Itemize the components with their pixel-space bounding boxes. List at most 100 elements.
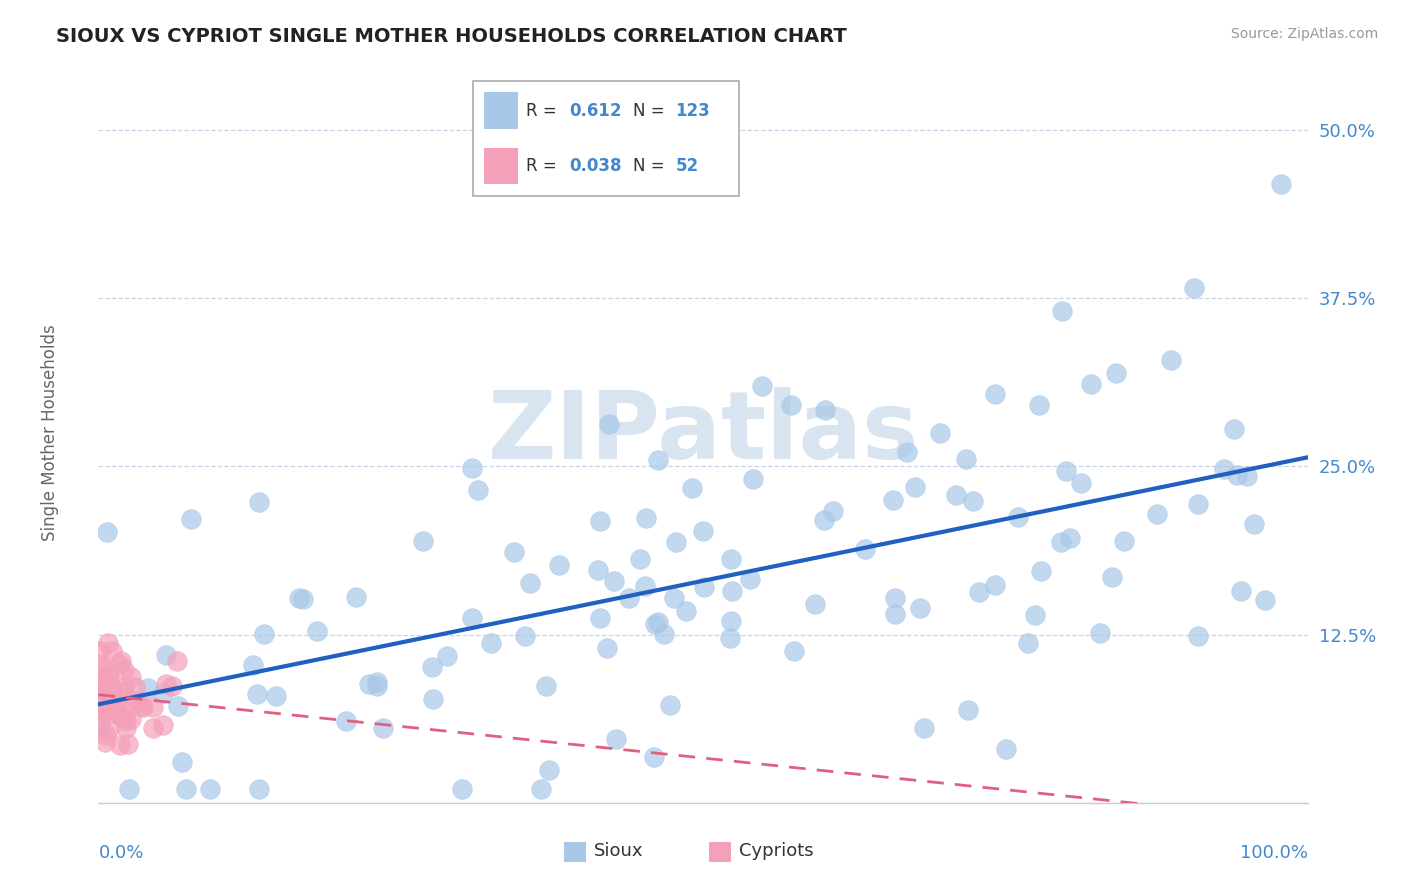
Point — [1080, 376, 1102, 391]
Point — [89, 675, 111, 690]
Point — [96, 691, 118, 706]
Point — [198, 782, 221, 797]
Point — [247, 495, 270, 509]
Point — [1146, 507, 1168, 521]
Point — [110, 654, 132, 668]
Text: Sioux: Sioux — [595, 842, 644, 860]
Point — [89, 680, 111, 694]
Bar — [564, 842, 586, 862]
Point — [718, 632, 741, 646]
Point — [738, 572, 761, 586]
Point — [97, 721, 120, 735]
Point — [813, 403, 835, 417]
Point — [1213, 461, 1236, 475]
Point — [115, 722, 138, 736]
Point — [461, 461, 484, 475]
Point — [1028, 398, 1050, 412]
Point — [335, 714, 357, 728]
Point — [530, 782, 553, 797]
Point — [1160, 352, 1182, 367]
Point — [346, 590, 368, 604]
Point — [97, 636, 120, 650]
Point — [89, 689, 111, 703]
Point — [172, 755, 194, 769]
Point — [647, 453, 669, 467]
Point — [908, 600, 931, 615]
Point — [1270, 177, 1292, 191]
Point — [100, 644, 122, 658]
Point — [1031, 564, 1053, 578]
Point — [132, 699, 155, 714]
Point — [1184, 281, 1206, 295]
Point — [1114, 533, 1136, 548]
Point — [94, 703, 117, 717]
Point — [103, 706, 125, 721]
Point — [120, 699, 142, 714]
Point — [467, 483, 489, 497]
Point — [371, 722, 394, 736]
Point — [100, 680, 122, 694]
Point — [253, 627, 276, 641]
Point — [94, 697, 117, 711]
Point — [107, 694, 129, 708]
Point — [89, 698, 111, 713]
Point — [1007, 509, 1029, 524]
Point — [658, 698, 681, 712]
Point — [246, 686, 269, 700]
Point — [595, 640, 617, 655]
Point — [450, 782, 472, 797]
Point — [479, 636, 502, 650]
Point — [89, 716, 111, 731]
Point — [93, 735, 115, 749]
Text: Cypriots: Cypriots — [740, 842, 814, 860]
Point — [266, 689, 288, 703]
Point — [681, 481, 703, 495]
Point — [93, 674, 115, 689]
Point — [1017, 636, 1039, 650]
Point — [1050, 303, 1073, 318]
Point — [515, 629, 537, 643]
Point — [167, 698, 190, 713]
Point — [1088, 626, 1111, 640]
Text: SIOUX VS CYPRIOT SINGLE MOTHER HOUSEHOLDS CORRELATION CHART: SIOUX VS CYPRIOT SINGLE MOTHER HOUSEHOLD… — [56, 27, 846, 45]
Point — [180, 512, 202, 526]
Point — [693, 580, 716, 594]
Point — [136, 681, 159, 695]
Point — [305, 624, 328, 638]
Point — [1101, 570, 1123, 584]
Point — [903, 480, 925, 494]
Point — [855, 541, 877, 556]
Point — [436, 648, 458, 663]
Point — [242, 658, 264, 673]
Text: Source: ZipAtlas.com: Source: ZipAtlas.com — [1230, 27, 1378, 41]
Point — [155, 677, 177, 691]
Point — [537, 764, 560, 778]
Point — [124, 680, 146, 694]
Point — [589, 515, 612, 529]
Point — [634, 579, 657, 593]
Point — [111, 710, 134, 724]
Point — [967, 585, 990, 599]
Point — [108, 738, 131, 752]
Point — [97, 695, 120, 709]
Point — [93, 705, 115, 719]
Point — [359, 676, 381, 690]
Point — [1050, 535, 1073, 549]
Point — [692, 524, 714, 538]
Point — [945, 488, 967, 502]
Point — [96, 669, 118, 683]
Point — [751, 378, 773, 392]
Point — [675, 603, 697, 617]
Point — [598, 417, 620, 431]
Text: 0.0%: 0.0% — [98, 844, 143, 862]
Point — [97, 670, 120, 684]
Point — [605, 731, 627, 746]
Point — [112, 663, 135, 677]
Point — [603, 574, 626, 588]
Point — [548, 558, 571, 573]
Point — [502, 545, 524, 559]
Point — [89, 684, 111, 698]
Point — [662, 591, 685, 605]
Point — [955, 451, 977, 466]
Point — [634, 511, 657, 525]
